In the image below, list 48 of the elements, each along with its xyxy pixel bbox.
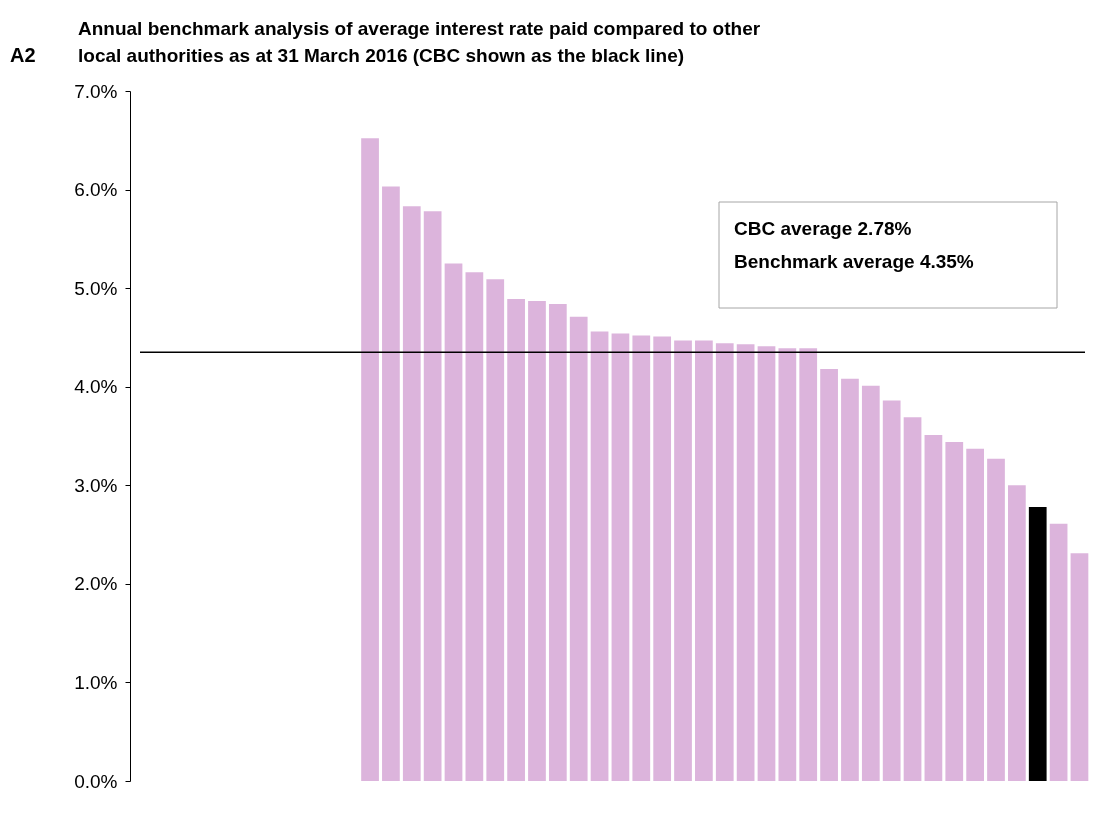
bar xyxy=(861,385,880,781)
y-tick-label: 1.0% xyxy=(74,671,118,693)
bar xyxy=(841,378,859,781)
bar xyxy=(820,368,838,781)
bar xyxy=(611,333,630,781)
annotation: Benchmark average 4.35% xyxy=(734,251,974,272)
bar xyxy=(1008,485,1026,781)
bar xyxy=(590,331,609,781)
bar xyxy=(799,348,818,781)
bar xyxy=(465,272,484,781)
text: local authorities as at 31 March 2016 (CBC shown as the black line) xyxy=(78,45,685,66)
y-tick-label: 2.0% xyxy=(74,573,118,595)
bar xyxy=(695,340,713,781)
bar xyxy=(674,340,692,781)
bar xyxy=(423,211,442,781)
bar xyxy=(757,346,776,781)
bar xyxy=(1028,506,1047,781)
bar xyxy=(569,316,588,781)
bar xyxy=(653,336,672,781)
y-tick-label: 0.0% xyxy=(74,770,118,792)
bar xyxy=(903,417,922,781)
bar xyxy=(486,279,505,781)
bar xyxy=(882,400,901,781)
bar xyxy=(632,335,651,781)
bar xyxy=(736,344,755,781)
bar xyxy=(382,186,400,781)
bar xyxy=(507,298,525,781)
y-tick-label: 4.0% xyxy=(74,376,118,398)
bar xyxy=(402,206,421,781)
text: Annual benchmark analysis of average interest rate paid compared to other xyxy=(78,18,761,39)
y-tick-label: 3.0% xyxy=(74,474,118,496)
y-tick-label: 7.0% xyxy=(74,80,118,102)
bar xyxy=(715,343,734,781)
bar xyxy=(548,303,567,781)
bar xyxy=(924,435,943,781)
bar xyxy=(966,448,985,781)
bar xyxy=(945,441,964,781)
y-tick-label: 6.0% xyxy=(74,179,118,201)
bar xyxy=(987,458,1005,781)
bar xyxy=(1070,553,1089,781)
bar xyxy=(1049,523,1068,781)
bar xyxy=(778,348,797,781)
bar xyxy=(528,300,546,781)
text: A2 xyxy=(10,44,36,66)
bar xyxy=(361,138,379,781)
bar xyxy=(444,263,463,781)
y-tick-label: 5.0% xyxy=(74,277,118,299)
annotation: CBC average 2.78% xyxy=(734,218,912,239)
